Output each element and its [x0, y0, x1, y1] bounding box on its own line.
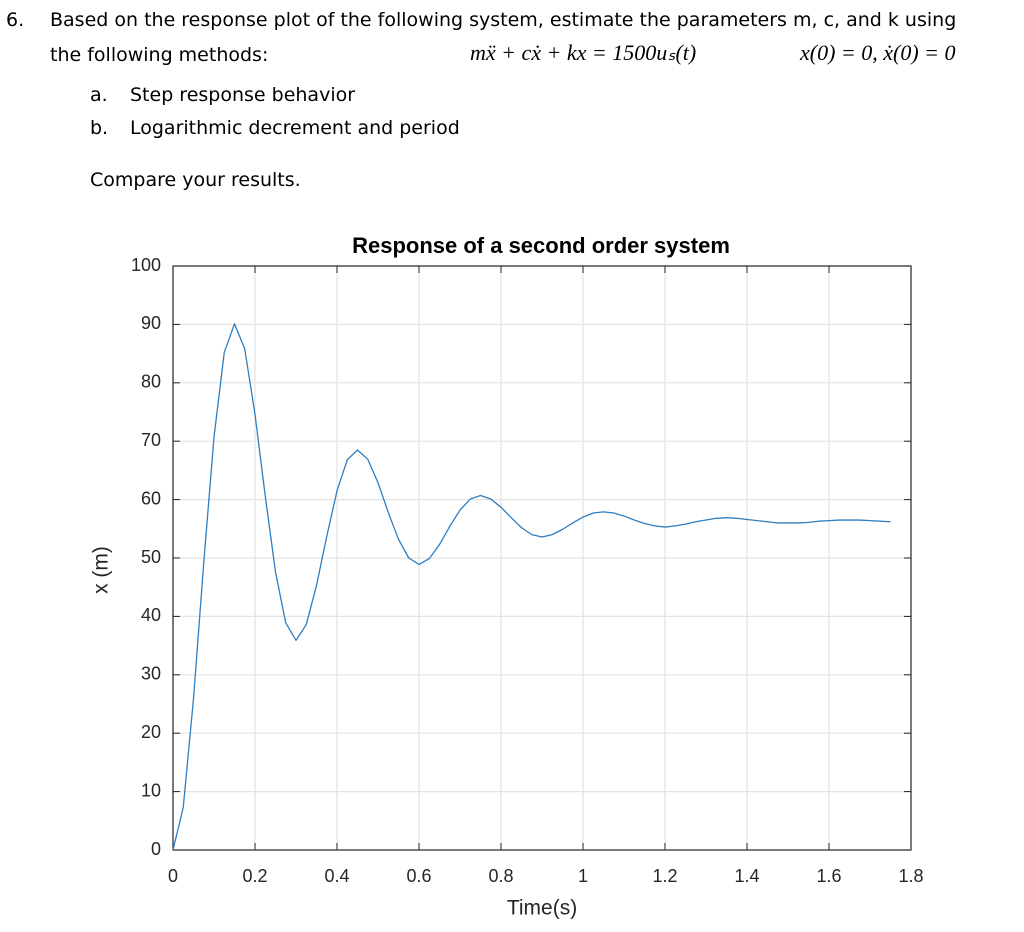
- y-tick-label: 0: [151, 839, 161, 859]
- x-tick-label: 0: [168, 866, 178, 886]
- x-tick-label: 0.2: [242, 866, 267, 886]
- item-label: b.: [90, 117, 109, 139]
- y-tick-label: 90: [141, 313, 161, 333]
- x-tick-label: 1.6: [816, 866, 841, 886]
- item-label: a.: [90, 84, 108, 106]
- y-tick-label: 20: [141, 722, 161, 742]
- y-axis-label: x (m): [90, 546, 113, 594]
- closing-text: Compare your results.: [90, 169, 301, 191]
- x-axis-label: Time(s): [507, 897, 577, 920]
- x-tick-label: 1: [578, 866, 588, 886]
- problem-text: Based on the response plot of the follow…: [50, 9, 957, 31]
- x-tick-label: 0.4: [324, 866, 349, 886]
- y-tick-label: 80: [141, 372, 161, 392]
- chart-title: Response of a second order system: [352, 233, 730, 258]
- x-tick-label: 1.8: [898, 866, 923, 886]
- response-line: [172, 323, 891, 851]
- problem-text: the following methods:: [50, 44, 269, 66]
- y-tick-label: 50: [141, 547, 161, 567]
- initial-conditions: x(0) = 0, ẋ(0) = 0: [800, 40, 956, 65]
- y-tick-label: 30: [141, 664, 161, 684]
- x-tick-label: 1.4: [734, 866, 759, 886]
- problem-number: 6.: [6, 9, 25, 31]
- plot-frame: [172, 265, 912, 851]
- x-tick-label: 0.6: [406, 866, 431, 886]
- y-tick-label: 60: [141, 488, 161, 508]
- equation: mẍ + cẋ + kx = 1500uₛ(t): [470, 40, 697, 65]
- y-tick-label: 10: [141, 780, 161, 800]
- item-text: Step response behavior: [130, 84, 356, 106]
- y-tick-label: 70: [141, 430, 161, 450]
- x-tick-label: 0.8: [488, 866, 513, 886]
- x-tick-label: 1.2: [652, 866, 677, 886]
- y-tick-label: 100: [131, 255, 161, 275]
- item-text: Logarithmic decrement and period: [130, 117, 460, 139]
- y-tick-label: 40: [141, 605, 161, 625]
